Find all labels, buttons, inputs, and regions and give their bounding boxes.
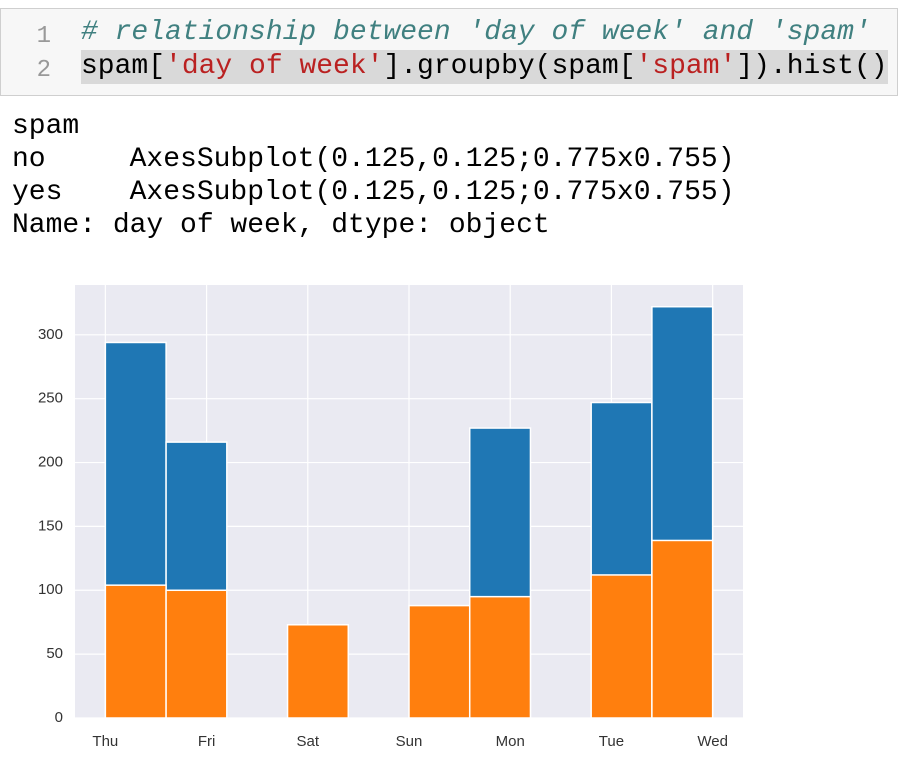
bar	[286, 624, 350, 719]
y-tick-label: 50	[46, 645, 63, 662]
output-line: Name: day of week, dtype: object	[12, 210, 550, 241]
code-token: spam[	[81, 51, 166, 82]
output: spam no AxesSubplot(0.125,0.125;0.775x0.…	[12, 110, 735, 242]
x-tick-label: Mon	[496, 733, 525, 750]
output-line: yes AxesSubplot(0.125,0.125;0.775x0.755)	[12, 177, 735, 208]
bar	[468, 595, 532, 719]
line-number: 1	[36, 23, 51, 50]
x-tick-label: Tue	[599, 733, 624, 750]
y-tick-label: 100	[38, 581, 63, 598]
output-line: no AxesSubplot(0.125,0.125;0.775x0.755)	[12, 144, 735, 175]
code-token: ].groupby(spam[	[383, 51, 636, 82]
bar	[590, 574, 653, 719]
bar	[165, 589, 228, 719]
y-tick-label: 300	[38, 326, 63, 343]
chart: 0 50 100 150 200 250 300 Thu Fri Sat Sun Mon Tue Wed	[38, 285, 743, 750]
y-tick-label: 200	[38, 454, 63, 471]
code-line: spam['day of week'].groupby(spam['spam']…	[81, 50, 888, 84]
code-token: ]).hist()	[736, 51, 888, 82]
bar	[651, 539, 714, 719]
code-string: 'spam'	[635, 51, 737, 82]
code-comment: # relationship between 'day of week' and…	[81, 17, 871, 48]
y-tick-label: 150	[38, 517, 63, 534]
y-tick-label: 0	[55, 709, 63, 726]
x-tick-label: Fri	[198, 733, 216, 750]
x-tick-label: Sat	[297, 733, 320, 750]
code-cell[interactable]: 1 2 # relationship between 'day of week'…	[0, 8, 898, 96]
code-string: 'day of week'	[165, 51, 384, 82]
output-line: spam	[12, 111, 80, 142]
y-tick-label: 250	[38, 390, 63, 407]
x-tick-label: Thu	[92, 733, 118, 750]
bar	[104, 584, 167, 719]
x-tick-label: Sun	[396, 733, 423, 750]
x-tick-label: Wed	[697, 733, 728, 750]
bar	[408, 604, 471, 719]
line-number: 2	[36, 57, 51, 84]
